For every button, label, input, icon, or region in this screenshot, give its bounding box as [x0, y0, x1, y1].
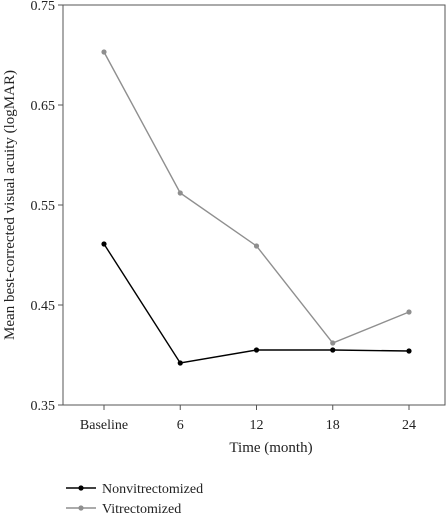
legend-swatch-point	[78, 505, 84, 511]
legend-label: Vitrectomized	[102, 502, 181, 514]
x-tick-label: 18	[326, 418, 340, 433]
plot-frame	[62, 4, 446, 406]
series-layer	[101, 49, 412, 366]
legend-swatch-point	[78, 485, 84, 491]
y-tick-label: 0.45	[31, 299, 56, 314]
data-point	[406, 309, 412, 315]
y-tick-label: 0.65	[31, 99, 56, 114]
data-point	[406, 348, 412, 354]
legend-label: Nonvitrectomized	[102, 482, 203, 497]
data-point	[330, 347, 336, 353]
x-axis: Baseline 6 12 18 24	[80, 405, 416, 433]
y-tick-label: 0.55	[31, 199, 56, 214]
data-point	[253, 243, 260, 249]
y-axis: 0.35 0.45 0.55 0.65 0.75	[31, 0, 63, 414]
y-tick-label: 0.75	[31, 0, 56, 14]
y-tick-label: 0.35	[31, 399, 56, 414]
data-point	[177, 360, 183, 366]
series-line-1	[103, 51, 410, 344]
x-tick-label: 12	[250, 418, 264, 433]
x-tick-label: 6	[177, 418, 184, 433]
y-axis-label: Mean best-corrected visual acuity (logMA…	[2, 70, 18, 340]
series-line-0	[103, 243, 410, 364]
data-point	[177, 190, 183, 196]
data-point	[101, 241, 107, 247]
legend: Nonvitrectomized Vitrectomized	[66, 482, 203, 514]
data-point	[101, 49, 107, 55]
x-axis-label: Time (month)	[229, 440, 312, 456]
x-tick-label: 24	[402, 418, 416, 433]
data-point	[330, 340, 336, 346]
data-point	[253, 347, 260, 353]
x-tick-label: Baseline	[80, 418, 128, 433]
